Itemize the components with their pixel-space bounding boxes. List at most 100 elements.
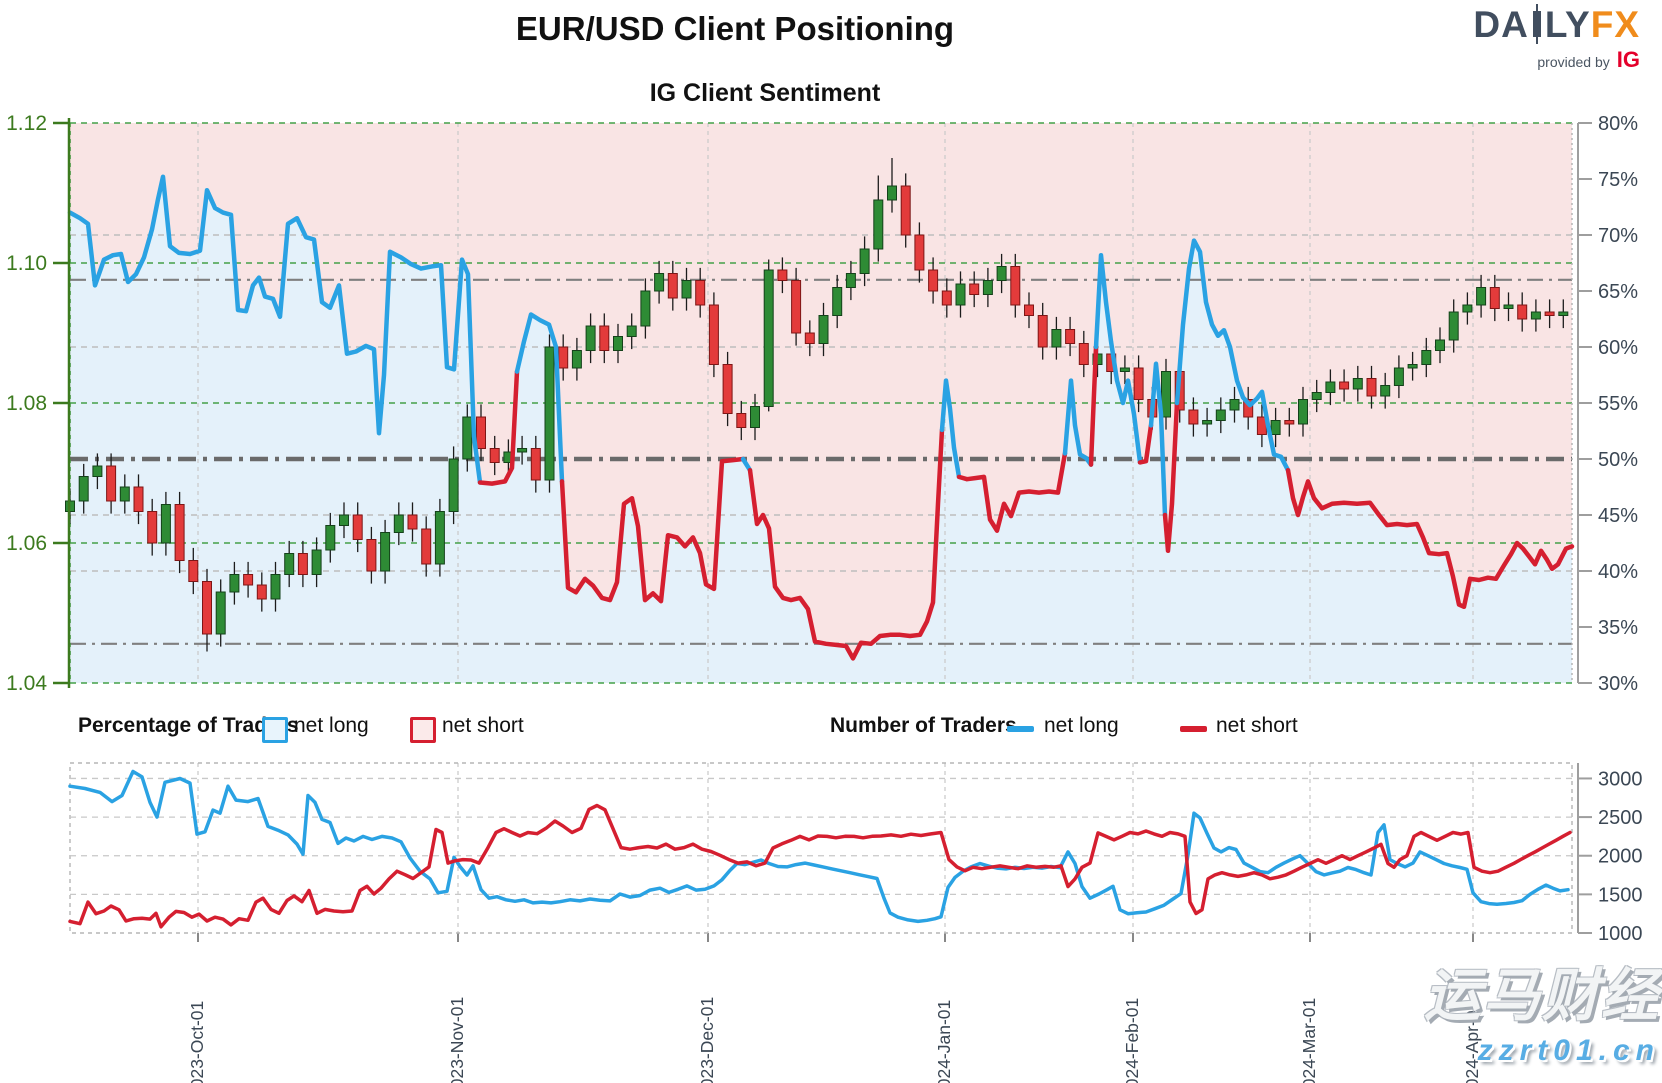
candle [530,448,541,481]
pct-axis-tick-label: 45% [1598,505,1638,527]
candle [777,269,788,281]
candle [1393,367,1404,386]
legend-num-netlong-swatch [1007,726,1034,732]
price-axis-tick-label: 1.04 [6,672,47,695]
candle [1517,304,1528,320]
candle [804,332,815,344]
candle [106,465,117,502]
candle [243,574,254,586]
candle [215,591,226,635]
candle [434,511,445,565]
candle [407,514,418,530]
candle [1530,311,1541,320]
candle [955,283,966,306]
candle [832,287,843,316]
legend-pct-title: Percentage of Traders [78,714,299,737]
page-title: EUR/USD Client Positioning [515,10,955,47]
candle [270,574,281,600]
sentiment-line-segment [956,451,1068,533]
legend-num-netshort-label: net short [1216,714,1298,737]
candle [1243,399,1254,418]
sentiment-line-segment [1162,400,1180,554]
count-axis-tick-label: 1500 [1598,884,1643,906]
candle [1229,399,1240,411]
candle [1065,329,1076,344]
provided-by: provided by IG [1537,47,1640,72]
candle [325,525,336,551]
candle [229,574,240,593]
net-long-zone-fill [70,176,1572,684]
candle [78,476,89,502]
candle [476,416,486,449]
pct-axis-tick-label: 80% [1598,113,1638,135]
pct-axis-tick-label: 35% [1598,617,1638,639]
candle [352,514,363,540]
candle [119,486,130,502]
sentiment-line-segment [1148,361,1168,518]
count-axis-tick-label: 3000 [1598,768,1643,790]
candle [1051,329,1062,348]
net-short-zone-fill [70,123,1572,659]
price-axis-tick-label: 1.12 [6,112,47,135]
candle [599,325,610,351]
candle [818,315,829,344]
x-axis-label: 2024-Feb-01 [1122,997,1142,1083]
candle [845,273,856,288]
candle [1352,378,1363,390]
sentiment-line-segment [514,312,565,484]
sentiment-line-segment [1093,252,1143,465]
candle [421,528,432,565]
count-axis-tick-label: 2500 [1598,807,1643,829]
candle [1119,367,1130,372]
candle [1202,420,1213,425]
candle [366,539,377,572]
traders-count-line-net-long [68,769,1570,924]
candle [859,248,870,274]
sentiment-line-segment [477,369,520,486]
candle [1462,304,1473,313]
traders-count-line-net-short [68,803,1572,929]
x-axis-label: 2023-Nov-01 [447,996,467,1083]
candle [393,514,404,533]
candle [380,532,391,572]
candle [1161,371,1171,418]
candle [982,280,993,295]
candle [1215,409,1226,421]
candle [1010,266,1021,306]
candle [969,283,980,295]
candle [462,416,473,460]
pct-axis-tick-label: 55% [1598,393,1638,415]
candle [640,290,651,327]
sentiment-line-segment [1088,344,1099,467]
candle [544,346,555,481]
dailyfx-logo: DA LYFX provided by IG [1473,4,1640,72]
count-axis-tick-label: 1000 [1598,923,1643,945]
candle [188,560,199,582]
candle [1339,381,1350,390]
candle [900,185,911,236]
candle [1024,304,1034,316]
candlestick-i-icon [1532,4,1541,44]
candle [1270,420,1281,435]
sentiment-line-segment [1174,238,1291,473]
pct-axis-tick-label: 70% [1598,225,1638,247]
candle [750,406,760,428]
candle [626,325,637,337]
legend-num-netshort-swatch [1180,726,1207,732]
candle [1311,392,1322,400]
sentiment-line-segment [559,456,746,604]
candle [1407,364,1418,369]
candle [448,458,459,512]
candle [1325,381,1336,393]
candle [160,504,171,544]
candle [613,336,623,351]
price-axis-tick-label: 1.08 [6,392,47,415]
price-axis-tick-label: 1.10 [6,252,47,275]
legend-pct-netshort-swatch [410,717,436,743]
candle [517,448,528,453]
legend-pct-netshort-label: net short [442,714,524,737]
ig-logo: IG [1616,47,1640,72]
candle [1037,315,1048,348]
candle [722,364,733,414]
